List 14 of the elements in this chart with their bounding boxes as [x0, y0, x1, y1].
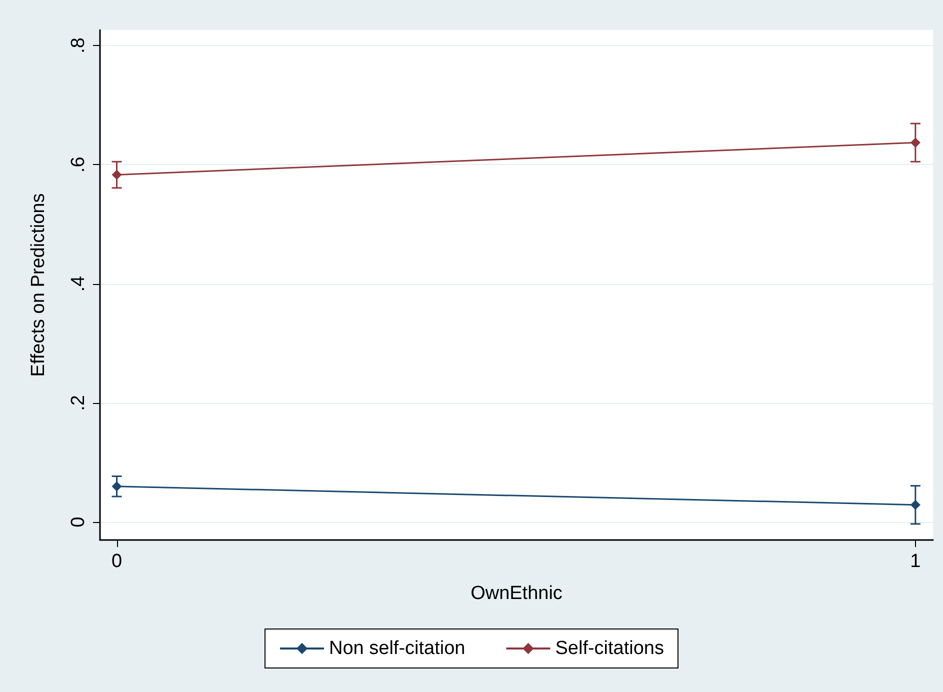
legend-label: Non self-citation: [329, 638, 466, 659]
x-axis-title: OwnEthnic: [470, 583, 562, 604]
y-axis-title: Effects on Predictions: [28, 193, 49, 377]
y-tick-label: .8: [68, 38, 89, 54]
legend-label: Self-citations: [555, 638, 664, 659]
y-tick-label: 0: [68, 516, 89, 528]
point: [910, 138, 920, 148]
y-tick-label: .4: [68, 275, 89, 292]
y-tick-label: .6: [68, 156, 89, 173]
point: [112, 481, 122, 492]
x-tick-label: 1: [910, 551, 921, 572]
y-tick-label: .2: [68, 395, 89, 411]
point: [112, 170, 122, 180]
point: [910, 500, 920, 510]
